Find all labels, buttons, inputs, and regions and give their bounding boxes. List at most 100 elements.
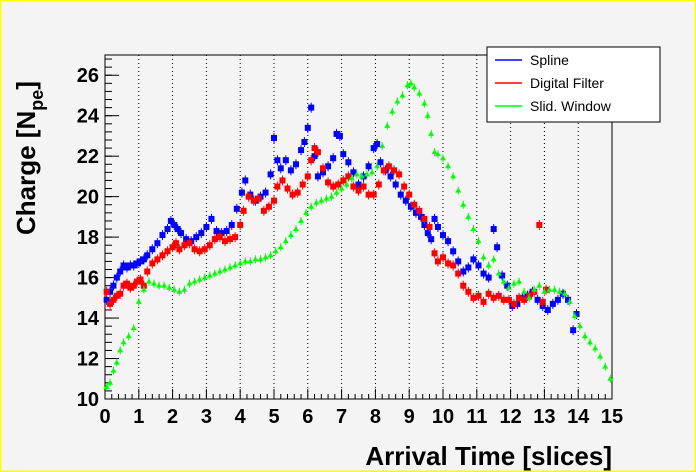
data-point — [227, 264, 234, 270]
data-point — [407, 80, 414, 86]
data-point — [336, 132, 343, 139]
data-point — [358, 173, 365, 179]
data-point — [274, 183, 281, 190]
data-point — [485, 290, 492, 297]
data-point — [587, 339, 594, 345]
data-point — [500, 278, 507, 284]
data-point — [193, 234, 200, 241]
data-point — [434, 224, 441, 230]
data-point — [176, 288, 183, 294]
data-point — [221, 238, 228, 245]
data-point — [117, 290, 124, 297]
data-point — [407, 203, 414, 210]
series-layer — [103, 79, 614, 391]
data-point — [145, 278, 152, 284]
x-tick-label: 12 — [499, 406, 521, 428]
data-point — [178, 230, 185, 237]
x-tick-label: 9 — [404, 406, 415, 428]
data-point — [107, 300, 114, 307]
data-point — [232, 262, 239, 268]
data-point — [350, 183, 357, 190]
data-point — [534, 296, 541, 303]
data-point — [416, 207, 423, 214]
data-point — [166, 284, 173, 290]
data-point — [401, 183, 408, 190]
data-point — [350, 169, 357, 176]
data-point — [428, 130, 435, 136]
data-point — [607, 375, 614, 381]
data-point — [526, 294, 533, 300]
data-point — [539, 298, 546, 305]
data-point — [325, 179, 332, 186]
data-point — [213, 228, 220, 235]
data-point — [445, 238, 452, 245]
data-point — [216, 268, 223, 274]
data-point — [377, 159, 384, 166]
data-point — [475, 262, 482, 269]
data-point — [495, 292, 502, 299]
data-point — [480, 254, 487, 260]
data-point — [428, 236, 435, 243]
data-point — [120, 339, 127, 345]
data-point — [421, 221, 428, 228]
data-point — [485, 274, 492, 281]
data-point — [117, 347, 124, 353]
data-point — [465, 264, 472, 271]
data-point — [465, 288, 472, 295]
data-point — [475, 292, 482, 299]
data-point — [504, 282, 511, 289]
data-point — [581, 333, 588, 339]
series-slid-window — [103, 79, 614, 391]
data-point — [242, 258, 249, 264]
data-point — [196, 248, 203, 255]
data-point — [206, 272, 213, 278]
data-point — [123, 280, 130, 287]
data-point — [516, 294, 523, 301]
data-point — [353, 171, 360, 177]
data-point — [271, 197, 277, 204]
data-point — [431, 149, 438, 155]
data-point — [174, 226, 181, 233]
x-tick-label: 13 — [533, 406, 555, 428]
data-point — [110, 282, 117, 289]
data-point — [374, 163, 381, 169]
data-point — [271, 134, 277, 141]
data-point — [172, 240, 179, 247]
data-point — [311, 153, 318, 160]
data-point — [365, 163, 372, 170]
data-point — [565, 296, 572, 303]
data-point — [159, 252, 166, 259]
data-point — [267, 171, 274, 178]
data-point — [345, 159, 352, 166]
x-tick-label: 5 — [268, 406, 279, 428]
data-point — [287, 167, 294, 174]
x-tick-label: 15 — [601, 406, 623, 428]
data-point — [510, 280, 517, 286]
data-point — [292, 161, 299, 168]
data-point — [510, 300, 517, 307]
data-point — [110, 296, 117, 303]
y-tick-label: 18 — [77, 227, 99, 249]
data-point — [375, 181, 382, 188]
data-point — [475, 238, 482, 244]
data-point — [411, 201, 418, 208]
data-point — [117, 268, 124, 275]
data-point — [314, 173, 321, 180]
data-point — [151, 280, 158, 286]
data-point — [424, 112, 431, 118]
data-point — [211, 236, 218, 243]
data-point — [434, 151, 441, 157]
data-point — [237, 260, 244, 266]
data-point — [134, 278, 141, 285]
data-point — [272, 248, 279, 254]
data-point — [541, 288, 548, 294]
data-point — [426, 224, 433, 230]
data-point — [521, 296, 528, 303]
data-point — [308, 157, 315, 164]
data-point — [164, 248, 171, 255]
data-point — [198, 230, 205, 237]
data-point — [218, 230, 225, 237]
data-point — [314, 149, 321, 156]
x-tick-label: 1 — [133, 406, 144, 428]
data-point — [333, 189, 340, 195]
